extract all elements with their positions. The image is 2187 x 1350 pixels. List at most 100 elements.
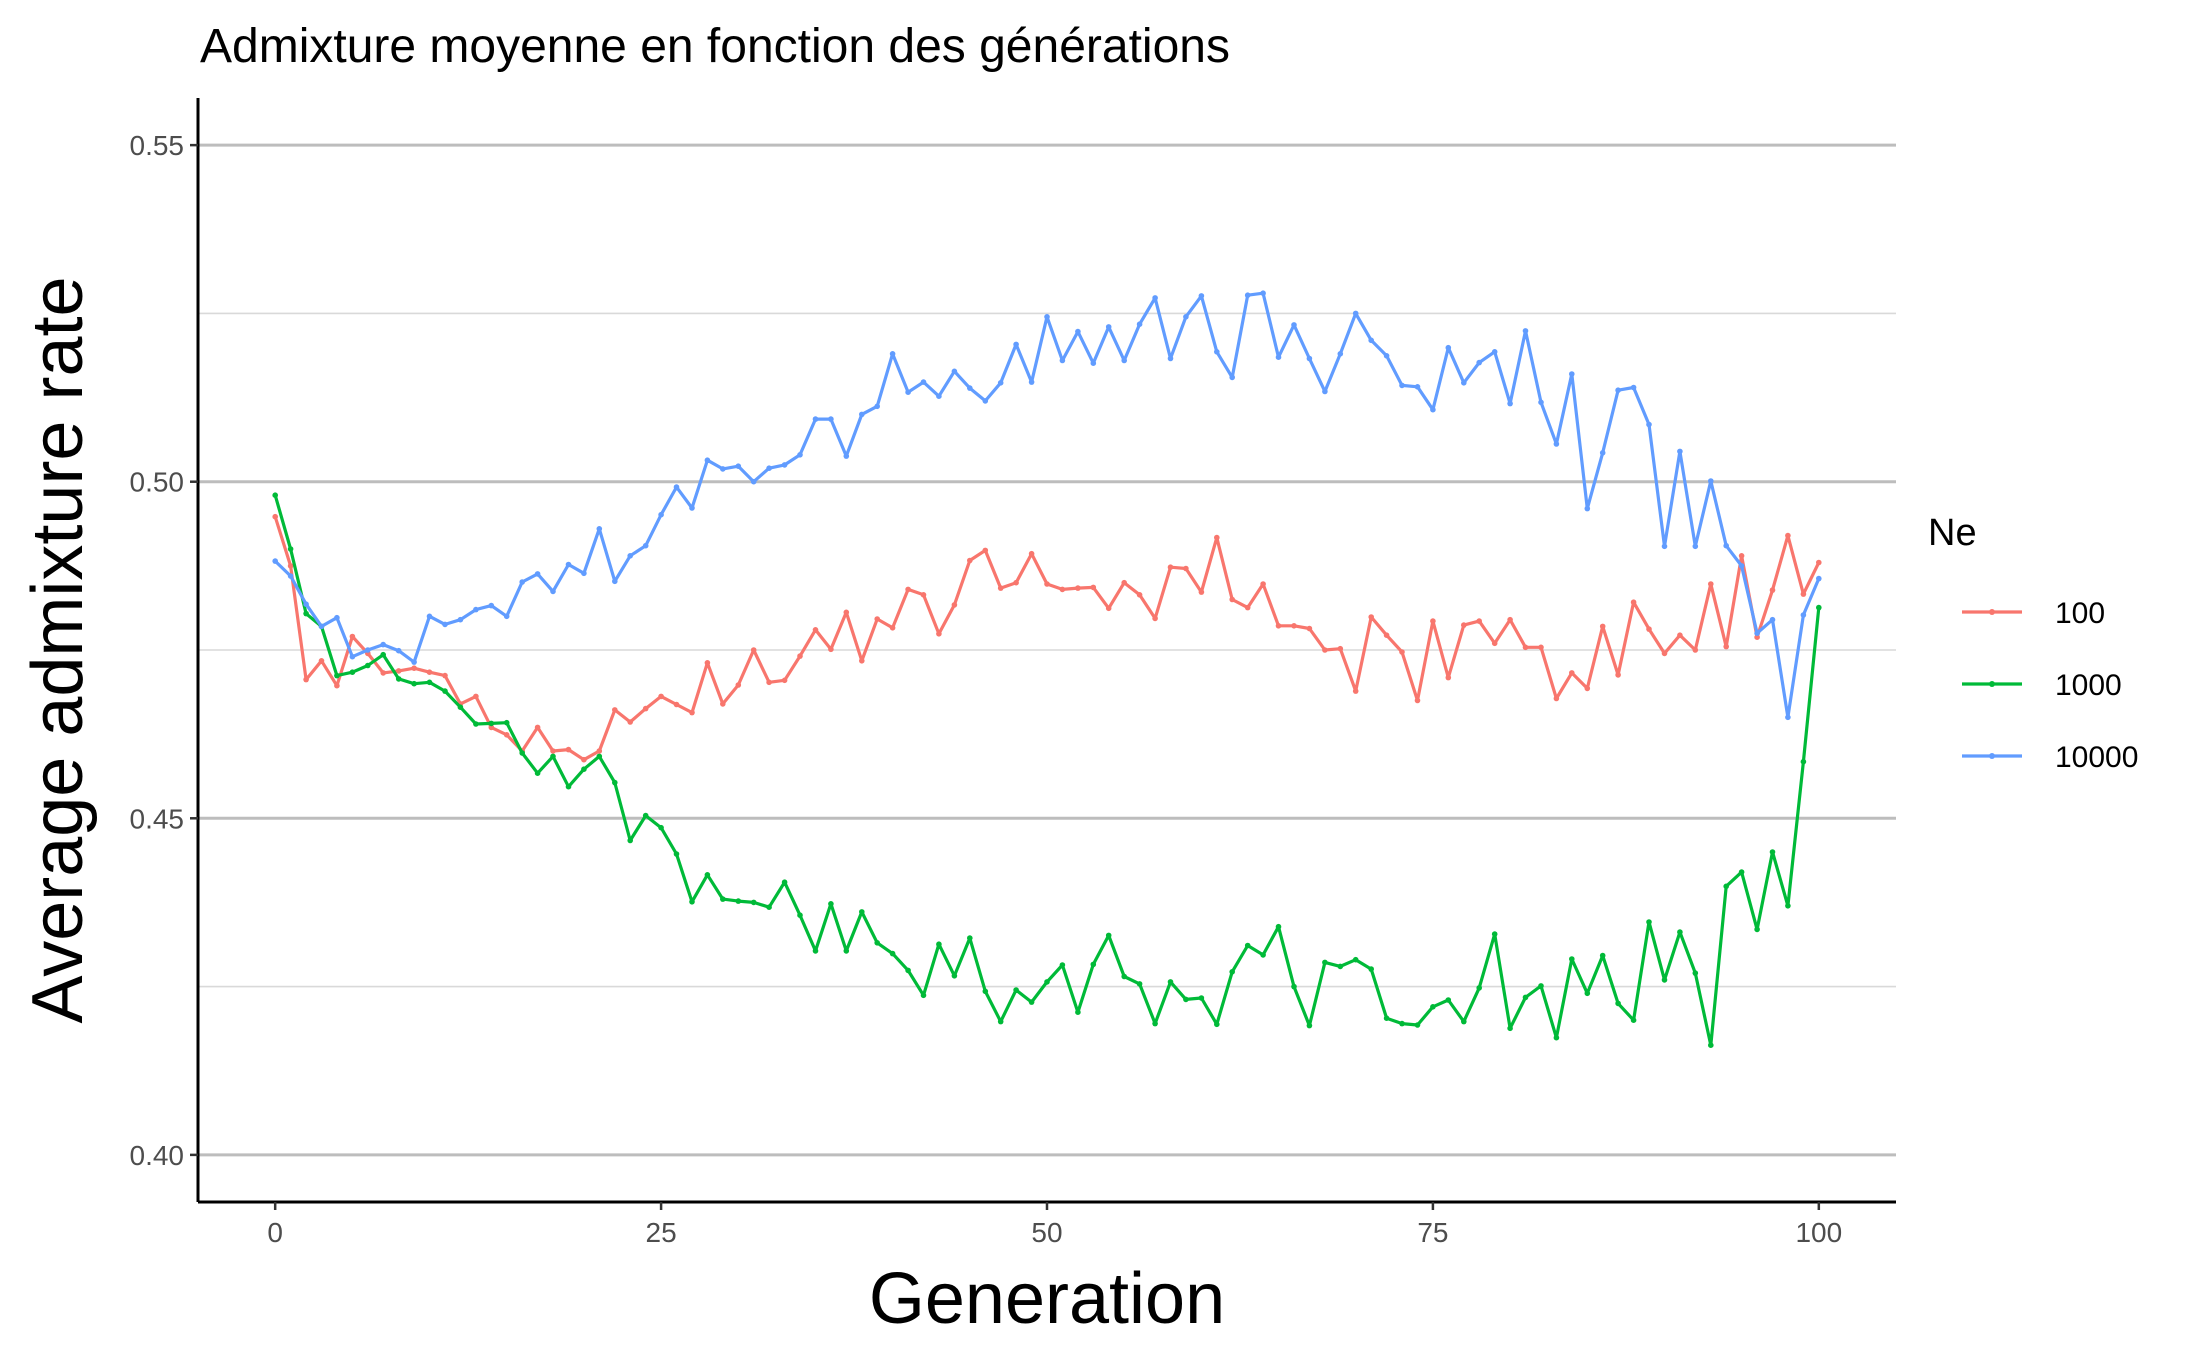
data-point [1677,632,1683,638]
data-point [781,879,788,885]
data-point [642,812,649,819]
legend-title: Ne [1928,512,1977,554]
data-point [1430,618,1436,624]
data-point [1599,952,1606,959]
data-point [982,398,989,404]
data-point [1291,983,1297,990]
data-point [967,935,973,941]
data-point [936,393,942,400]
series-1000 [272,492,1822,1048]
data-point [1430,1004,1436,1010]
data-point [1800,612,1807,618]
data-point [859,909,865,915]
data-point [1754,926,1760,933]
data-point [797,452,803,458]
data-point [287,563,294,569]
x-tick-label: 25 [646,1217,677,1248]
data-point [1677,929,1683,935]
data-point [1646,919,1652,925]
data-point [766,679,772,686]
data-point [1538,983,1544,989]
legend-item-1000: 1000 [1962,669,2122,702]
data-point [442,688,448,694]
data-point [612,707,618,713]
data-point [442,621,448,628]
data-point [1090,360,1097,367]
data-point [1476,618,1482,624]
data-point [1167,979,1174,985]
data-point [272,492,279,499]
data-point [658,824,664,831]
data-point [673,484,680,490]
data-point [1044,581,1050,587]
data-point [349,669,356,675]
y-tick-label: 0.40 [130,1140,185,1171]
data-point [1167,564,1174,570]
data-point [334,672,340,679]
data-point [1738,563,1745,569]
data-point [1630,599,1637,605]
data-point [581,766,587,772]
data-point [503,732,510,738]
x-tick-label: 0 [267,1217,283,1248]
data-point [1028,999,1035,1005]
data-point [519,750,525,756]
data-point [1522,328,1529,334]
data-point [1152,1020,1158,1027]
data-point [1013,341,1019,348]
data-point [473,721,479,727]
data-point [1785,903,1791,909]
data-point [627,837,633,844]
data-point [1553,1034,1560,1041]
data-point [936,941,942,947]
data-point [1800,758,1807,765]
data-point [1337,645,1344,652]
data-point [349,633,356,640]
data-point [720,701,726,707]
legend: Ne 100 1000 10000 [1928,512,2138,774]
data-point [1136,321,1143,328]
data-point [1461,622,1467,628]
data-point [1785,532,1791,539]
data-point [334,614,340,621]
data-point [380,651,387,658]
data-point [1306,625,1313,632]
data-point [673,851,680,857]
data-point [1599,623,1606,630]
data-point [1322,388,1328,395]
data-point [1229,374,1235,381]
x-axis-title: Generation [869,1259,1225,1339]
data-point [766,465,772,472]
data-point [1445,997,1452,1003]
data-point [1183,996,1189,1003]
data-point [766,904,772,910]
data-point [627,719,633,725]
data-point [426,669,433,675]
data-point [735,898,742,904]
data-point [411,665,417,671]
data-point [1214,534,1220,541]
data-point [1322,959,1328,966]
data-point [627,553,633,559]
data-point [859,658,865,664]
data-point [1769,849,1776,855]
data-point [1816,604,1822,611]
data-point [843,453,850,459]
series-100 [272,513,1822,763]
data-point [689,709,695,716]
y-tick-label: 0.45 [130,803,185,834]
legend-key-point [1989,753,1995,759]
data-point [1352,310,1359,317]
series-10000 [272,290,1822,721]
data-point [1121,357,1127,364]
data-point [1090,584,1097,591]
data-point [1414,1022,1421,1028]
data-point [843,948,850,954]
data-point [812,627,819,633]
data-point [1507,616,1513,623]
data-point [642,705,649,712]
data-point [534,770,541,776]
data-point [426,679,433,686]
legend-item-10000: 10000 [1962,741,2138,774]
data-point [1692,543,1699,550]
